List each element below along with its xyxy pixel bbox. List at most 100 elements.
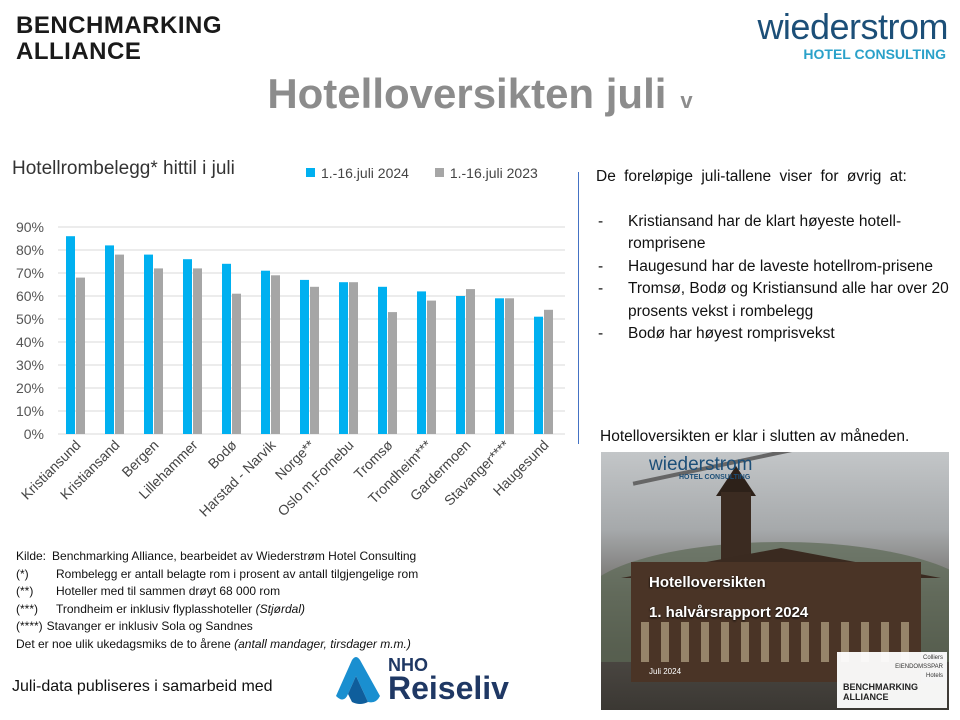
- findings-intro: De foreløpige juli-tallene viser for øvr…: [596, 168, 907, 185]
- y-tick-label: 30%: [16, 357, 44, 373]
- report-caption: Hotelloversikten er klar i slutten av må…: [600, 428, 910, 445]
- y-tick-label: 20%: [16, 380, 44, 396]
- bar-2024: [378, 286, 387, 434]
- note-1: (*) Rombelegg er antall belagte rom i pr…: [16, 566, 418, 584]
- y-tick-label: 70%: [16, 265, 44, 281]
- bar-2024: [456, 296, 465, 434]
- bar-2024: [495, 298, 504, 434]
- note-text: Trondheim er inklusiv flyplasshoteller (…: [56, 601, 305, 619]
- nho-reiseliv-logo: NHO Reiseliv: [330, 652, 510, 712]
- y-tick-label: 10%: [16, 403, 44, 419]
- note-text-main: Trondheim er inklusiv flyplasshoteller: [56, 601, 253, 616]
- note-key: (*): [16, 566, 29, 581]
- cover-title: Hotelloversikten: [649, 574, 766, 591]
- y-tick-label: 80%: [16, 242, 44, 258]
- y-tick-label: 60%: [16, 288, 44, 304]
- bar-2024: [105, 245, 114, 434]
- note-text-italic: (antall mandager, tirsdager m.m.): [234, 636, 411, 651]
- wiederstrom-logo: wiederstrom HOTEL CONSULTING: [738, 6, 948, 62]
- finding-item: Tromsø, Bodø og Kristiansund alle har ov…: [596, 278, 956, 323]
- page-title: Hotelloversikten juli v: [0, 70, 960, 118]
- report-cover-image[interactable]: wiederstrom HOTEL CONSULTING Hotellovers…: [601, 452, 949, 710]
- bar-2024: [534, 316, 543, 434]
- y-tick-label: 0%: [24, 426, 44, 442]
- note-text-main: Det er noe ulik ukedagsmiks de to årene: [16, 636, 231, 651]
- y-tick-label: 90%: [16, 219, 44, 235]
- legend-swatch-2023: [434, 168, 444, 177]
- bar-2023: [271, 275, 280, 434]
- ba-logo-line2: ALLIANCE: [16, 38, 142, 65]
- ba-logo-line1: BENCHMARKING: [16, 12, 222, 39]
- bar-2024: [417, 291, 426, 434]
- bar-2024: [339, 282, 348, 434]
- chart-legend: 1.-16.juli 2024 1.-16.juli 2023: [306, 164, 560, 181]
- wiederstrom-name: wiederstrom: [757, 6, 948, 47]
- note-text: Rombelegg er antall belagte rom i prosen…: [56, 566, 419, 581]
- note-4: (****) Stavanger er inklusiv Sola og San…: [16, 618, 418, 636]
- note-key: (****): [16, 619, 43, 633]
- note-text: Stavanger er inklusiv Sola og Sandnes: [46, 619, 253, 633]
- bar-2023: [505, 298, 514, 434]
- bar-2024: [66, 236, 75, 434]
- bar-2023: [115, 254, 124, 434]
- bar-2023: [76, 277, 85, 434]
- cover-spire: [716, 466, 756, 496]
- bar-2024: [300, 279, 309, 434]
- page-title-suffix: v: [680, 88, 693, 113]
- nho-text: NHO: [388, 655, 428, 675]
- note-key: (***): [16, 601, 39, 616]
- cover-subtitle: 1. halvårsrapport 2024: [649, 604, 809, 621]
- finding-item: Bodø har høyest romprisvekst: [596, 323, 956, 346]
- findings-list: Kristiansand har de klart høyeste hotell…: [596, 211, 956, 346]
- note-text: Hoteller med til sammen drøyt 68 000 rom: [56, 584, 281, 598]
- legend-item-2023: 1.-16.juli 2023: [434, 164, 538, 181]
- cover-partner: BENCHMARKING ALLIANCE: [843, 682, 918, 702]
- finding-item: Haugesund har de laveste hotellrom-prise…: [596, 256, 956, 279]
- legend-item-2024: 1.-16.juli 2024: [306, 165, 409, 181]
- bar-2023: [544, 309, 553, 434]
- nho-mark-icon: [336, 657, 380, 704]
- bar-2023: [427, 300, 436, 434]
- legend-label-2024: 1.-16.juli 2024: [321, 164, 409, 181]
- note-source: Kilde: Benchmarking Alliance, bearbeidet…: [16, 548, 418, 566]
- bar-2023: [466, 289, 475, 434]
- legend-label-2023: 1.-16.juli 2023: [449, 164, 538, 181]
- y-tick-label: 50%: [16, 311, 44, 327]
- cover-brand-sub: HOTEL CONSULTING: [679, 474, 751, 481]
- bar-2023: [193, 268, 202, 434]
- cover-partner-small: Colliers EIENDOMSSPAR Hotels: [895, 655, 943, 679]
- y-tick-label: 40%: [16, 334, 44, 350]
- note-text: Det er noe ulik ukedagsmiks de to årene …: [16, 636, 411, 654]
- finding-item: Kristiansand har de klart høyeste hotell…: [596, 211, 956, 256]
- cover-date: Juli 2024: [649, 667, 682, 676]
- legend-swatch-2024: [306, 168, 315, 177]
- bar-chart: 0%10%20%30%40%50%60%70%80%90%Kristiansun…: [16, 219, 565, 520]
- bar-2023: [349, 282, 358, 434]
- bar-2024: [144, 254, 153, 434]
- note-2: (**) Hoteller med til sammen drøyt 68 00…: [16, 583, 418, 601]
- note-5: Det er noe ulik ukedagsmiks de to årene …: [16, 636, 418, 654]
- bar-2023: [154, 268, 163, 434]
- note-key: Kilde:: [16, 549, 47, 563]
- findings-text: De foreløpige juli-tallene viser for øvr…: [596, 166, 956, 346]
- bar-2023: [388, 312, 397, 434]
- bar-2024: [222, 263, 231, 434]
- bar-2024: [261, 270, 270, 434]
- footnotes: Kilde: Benchmarking Alliance, bearbeidet…: [16, 548, 418, 653]
- note-key: (**): [16, 584, 34, 598]
- note-3: (***) Trondheim er inklusiv flyplasshote…: [16, 601, 418, 619]
- bar-2024: [183, 259, 192, 434]
- note-text-italic: (Stjørdal): [255, 601, 305, 616]
- bar-2023: [232, 293, 241, 434]
- chart-title: Hotellrombelegg* hittil i juli: [12, 158, 235, 179]
- bar-2023: [310, 286, 319, 434]
- cover-brand: wiederstrom: [649, 454, 753, 475]
- cover-partner-badge: Colliers EIENDOMSSPAR Hotels BENCHMARKIN…: [837, 652, 947, 708]
- benchmarking-alliance-logo: BENCHMARKING ALLIANCE: [16, 10, 226, 66]
- wiederstrom-sub: HOTEL CONSULTING: [803, 46, 946, 62]
- page-title-text: Hotelloversikten juli: [267, 70, 667, 117]
- vertical-divider: [578, 172, 579, 444]
- note-text: Benchmarking Alliance, bearbeidet av Wie…: [52, 549, 417, 563]
- reiseliv-text: Reiseliv: [388, 670, 509, 706]
